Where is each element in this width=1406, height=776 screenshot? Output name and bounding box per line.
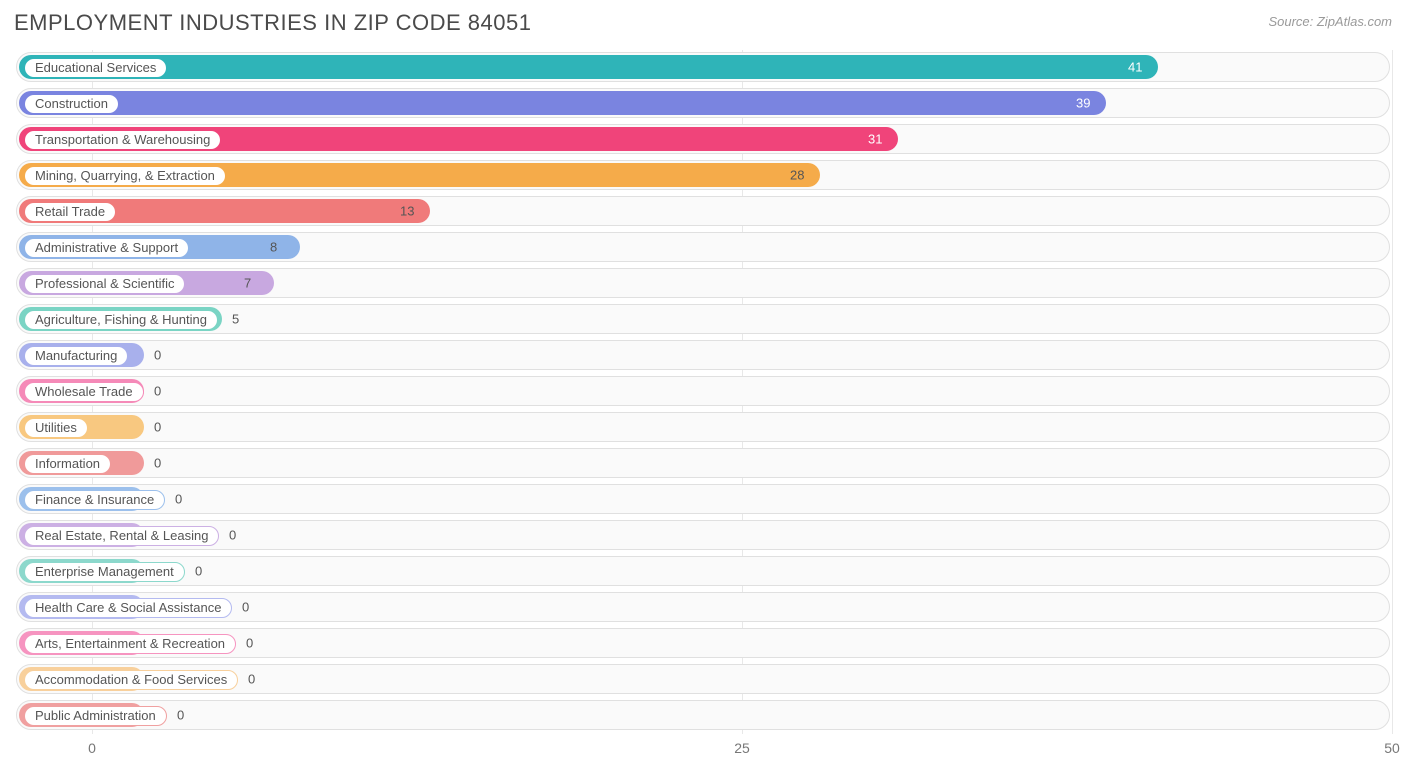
chart-row: Professional & Scientific 7 — [14, 266, 1392, 300]
bar-chart: Educational Services 41 Construction 39 Tran… — [14, 50, 1392, 762]
bar-label: Information — [24, 454, 111, 474]
bar-label: Educational Services — [24, 58, 167, 78]
bar-track — [16, 700, 1390, 730]
bar-label: Transportation & Warehousing — [24, 130, 221, 150]
bar-label: Mining, Quarrying, & Extraction — [24, 166, 226, 186]
bar-value: 0 — [195, 564, 202, 579]
gridline — [1392, 50, 1393, 734]
x-axis-tick-label: 0 — [88, 740, 96, 756]
chart-row: Transportation & Warehousing 31 — [14, 122, 1392, 156]
bar-track — [16, 412, 1390, 442]
bar-value: 0 — [242, 600, 249, 615]
bar-value: 0 — [177, 708, 184, 723]
chart-row: Wholesale Trade 0 — [14, 374, 1392, 408]
bar-value: 0 — [154, 456, 161, 471]
bar-label: Arts, Entertainment & Recreation — [24, 634, 236, 654]
bar-track — [16, 484, 1390, 514]
bar-track — [16, 448, 1390, 478]
x-axis-tick-label: 50 — [1384, 740, 1400, 756]
bar-label: Accommodation & Food Services — [24, 670, 238, 690]
chart-row: Educational Services 41 — [14, 50, 1392, 84]
chart-row: Real Estate, Rental & Leasing 0 — [14, 518, 1392, 552]
bar-value: 0 — [154, 384, 161, 399]
bar-value: 0 — [248, 672, 255, 687]
chart-row: Accommodation & Food Services 0 — [14, 662, 1392, 696]
bar-value: 0 — [175, 492, 182, 507]
bar-label: Finance & Insurance — [24, 490, 165, 510]
chart-row: Manufacturing 0 — [14, 338, 1392, 372]
bar-value: 0 — [154, 420, 161, 435]
bar-value: 41 — [1128, 60, 1142, 75]
chart-row: Finance & Insurance 0 — [14, 482, 1392, 516]
bar-label: Administrative & Support — [24, 238, 189, 258]
chart-row: Health Care & Social Assistance 0 — [14, 590, 1392, 624]
bar-value: 28 — [790, 168, 804, 183]
chart-row: Utilities 0 — [14, 410, 1392, 444]
chart-rows: Educational Services 41 Construction 39 Tran… — [14, 50, 1392, 732]
chart-row: Arts, Entertainment & Recreation 0 — [14, 626, 1392, 660]
x-axis-tick-label: 25 — [734, 740, 750, 756]
chart-row: Administrative & Support 8 — [14, 230, 1392, 264]
bar-label: Wholesale Trade — [24, 382, 144, 402]
bar-value: 31 — [868, 132, 882, 147]
chart-row: Public Administration 0 — [14, 698, 1392, 732]
bar-track — [16, 340, 1390, 370]
bar-track — [16, 376, 1390, 406]
x-axis: 02550 — [14, 734, 1392, 762]
chart-header: EMPLOYMENT INDUSTRIES IN ZIP CODE 84051 … — [14, 10, 1392, 36]
bar — [19, 91, 1106, 115]
bar-value: 8 — [270, 240, 277, 255]
bar-label: Utilities — [24, 418, 88, 438]
bar-label: Manufacturing — [24, 346, 128, 366]
chart-source: Source: ZipAtlas.com — [1268, 14, 1392, 29]
chart-row: Construction 39 — [14, 86, 1392, 120]
bar-track — [16, 556, 1390, 586]
bar-label: Public Administration — [24, 706, 167, 726]
bar-value: 7 — [244, 276, 251, 291]
bar-label: Real Estate, Rental & Leasing — [24, 526, 219, 546]
bar-value: 39 — [1076, 96, 1090, 111]
bar-label: Agriculture, Fishing & Hunting — [24, 310, 218, 330]
bar-value: 0 — [229, 528, 236, 543]
chart-row: Mining, Quarrying, & Extraction 28 — [14, 158, 1392, 192]
bar-value: 0 — [246, 636, 253, 651]
bar-value: 5 — [232, 312, 239, 327]
bar-label: Construction — [24, 94, 119, 114]
chart-row: Agriculture, Fishing & Hunting 5 — [14, 302, 1392, 336]
bar-value: 0 — [154, 348, 161, 363]
chart-row: Enterprise Management 0 — [14, 554, 1392, 588]
chart-row: Retail Trade 13 — [14, 194, 1392, 228]
bar-value: 13 — [400, 204, 414, 219]
chart-title: EMPLOYMENT INDUSTRIES IN ZIP CODE 84051 — [14, 10, 532, 36]
bar-label: Enterprise Management — [24, 562, 185, 582]
bar — [19, 55, 1158, 79]
bar-label: Health Care & Social Assistance — [24, 598, 232, 618]
chart-row: Information 0 — [14, 446, 1392, 480]
bar-label: Professional & Scientific — [24, 274, 185, 294]
bar-label: Retail Trade — [24, 202, 116, 222]
bar-track — [16, 304, 1390, 334]
bar-track — [16, 520, 1390, 550]
